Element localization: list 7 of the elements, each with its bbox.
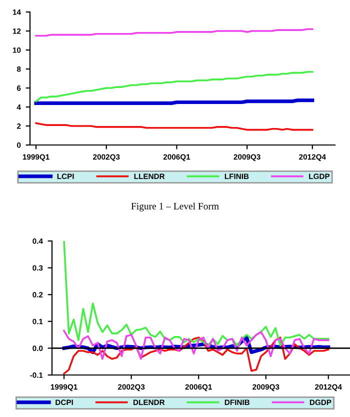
line-series [35, 70, 314, 102]
line-series [63, 330, 330, 360]
caption: Figure 1 – Level Form [131, 202, 219, 212]
line-series [63, 241, 330, 346]
line-series [35, 122, 314, 131]
line-series [35, 28, 314, 37]
line-series [63, 336, 330, 375]
